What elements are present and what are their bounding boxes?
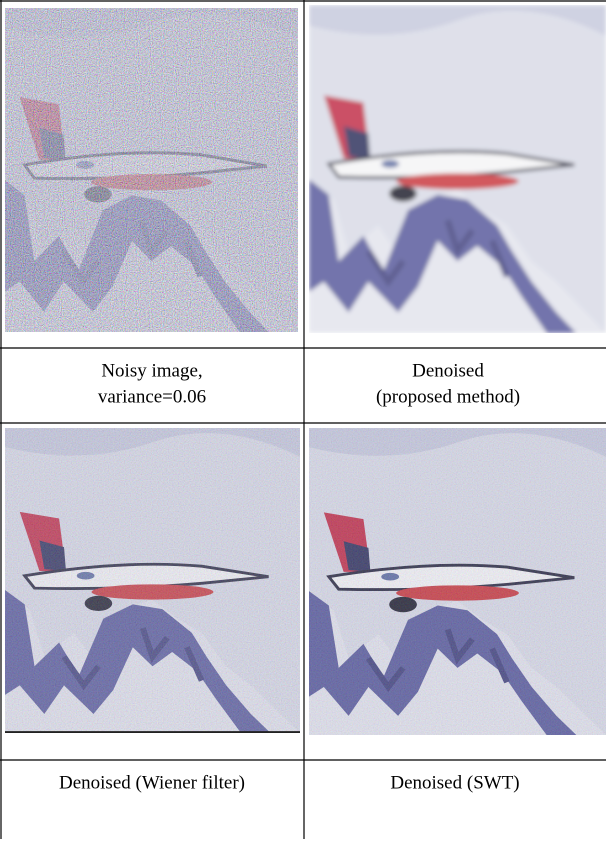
noisy-image xyxy=(5,8,298,332)
caption: (proposed method) xyxy=(376,386,520,407)
denoised-wiener-image xyxy=(5,428,300,733)
caption: Denoised xyxy=(412,360,484,381)
denoised-swt-image xyxy=(309,428,606,735)
caption: Denoised (SWT) xyxy=(390,772,519,793)
caption: Denoised (Wiener filter) xyxy=(59,772,245,793)
caption: variance=0.06 xyxy=(98,386,206,407)
page: Noisy image, variance=0.06 Denoised (pro… xyxy=(0,0,606,839)
caption: Noisy image, xyxy=(101,360,202,381)
figure-table: Noisy image, variance=0.06 Denoised (pro… xyxy=(0,0,606,839)
denoised-proposed-image xyxy=(309,5,606,333)
